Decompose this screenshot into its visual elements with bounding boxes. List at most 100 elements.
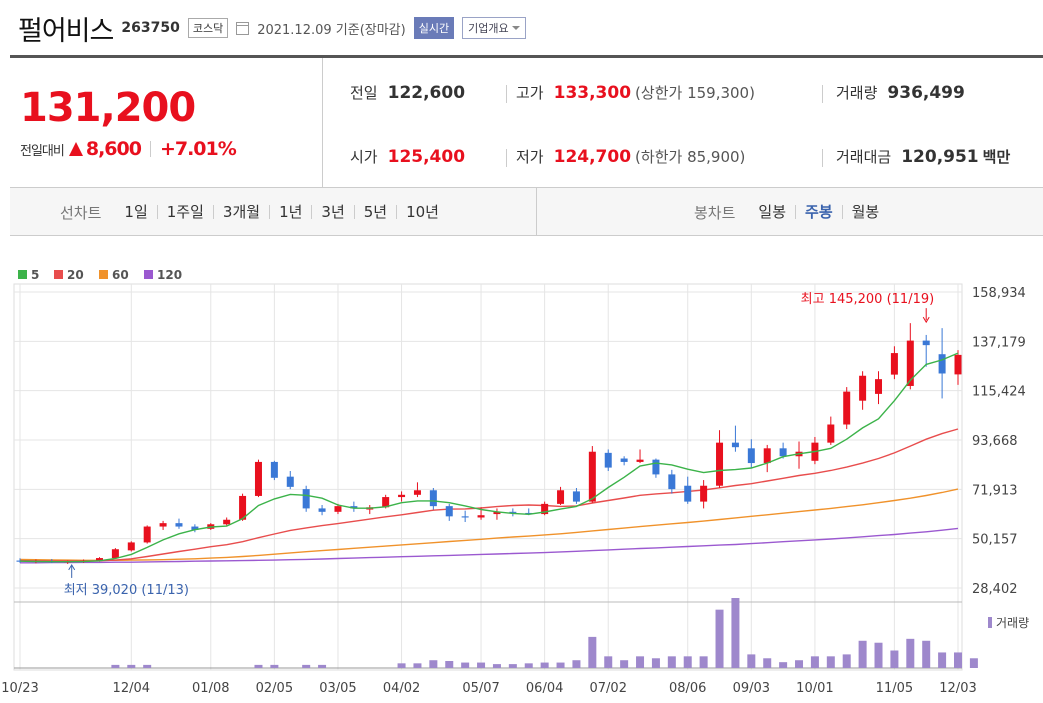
period-10y[interactable]: 10년 [396,205,448,220]
volume-bar [874,642,883,668]
period-3y[interactable]: 3년 [311,205,353,220]
candle-body [588,451,596,502]
y-tick-label: 28,402 [972,582,1018,597]
candle-body [413,490,421,495]
volume-bar [651,658,660,668]
period-3m[interactable]: 3개월 [212,205,269,220]
line-chart-label: 선차트 [60,203,102,222]
candle-body [906,340,914,386]
y-tick-label: 50,157 [972,533,1018,548]
change-label: 전일대비 [20,143,65,159]
candle-body [16,560,24,562]
x-tick-label: 10/23 [1,681,38,696]
stat-open: 시가 125,400 [350,146,465,167]
candle-body [95,558,103,561]
volume-bar [763,658,772,668]
x-tick-label: 05/07 [462,681,499,696]
x-tick-label: 09/03 [733,681,770,696]
volume-bar [826,656,835,668]
candle-body [477,515,485,518]
period-1w[interactable]: 1주일 [156,205,213,220]
candle-body [890,353,898,375]
high-label: 고가 [516,84,544,102]
x-tick-label: 11/05 [876,681,913,696]
candle-body [318,508,326,512]
volume-bar [524,663,533,668]
period-1y[interactable]: 1년 [269,205,311,220]
candle-body [254,461,262,496]
volume-bar [572,660,581,668]
candle-body [191,526,199,530]
candle-body [334,506,342,512]
volume-bar [922,640,931,668]
high-value: 133,300 [553,83,632,103]
y-tick-label: 137,179 [972,335,1026,350]
volume-bar [667,656,676,668]
x-tick-label: 08/06 [669,681,706,696]
quote-panel: 131,200 전일대비 8,600 +7.01% 전일 122,600 고가 … [10,58,1043,188]
change-separator [149,141,151,157]
realtime-button[interactable]: 실시간 [413,17,455,39]
legend-swatch [99,270,108,279]
volume-bar [254,664,263,668]
stat-divider [822,85,823,103]
change-row: 전일대비 8,600 +7.01% [20,138,237,160]
candle-body [159,523,167,527]
y-tick-label: 115,424 [972,385,1026,400]
prev-close-value: 122,600 [387,83,466,103]
candle-body [859,375,867,401]
legend-label: 5 [31,268,39,282]
candle-chart-group: 봉차트 일봉 주봉 월봉 [694,188,888,236]
volume-bar [111,664,120,668]
volume-bar [747,654,756,668]
volume-bar [461,662,470,668]
candle-daily[interactable]: 일봉 [758,203,787,221]
company-overview-label: 기업개요 [468,22,509,35]
volume-bar [969,658,978,668]
stat-prev-close: 전일 122,600 [350,82,465,103]
low-label: 저가 [516,148,544,166]
volume-bar [143,664,152,668]
max-arrow-head [922,316,930,324]
volume-bar [954,652,962,668]
volume-bar [270,664,279,668]
current-price: 131,200 [20,85,196,131]
candle-body [875,379,883,394]
legend-label: 120 [157,268,182,282]
candle-body [843,391,851,425]
volume-bar [620,660,629,668]
up-triangle-icon [68,142,83,156]
volume-bar [508,664,517,668]
candle-body [572,491,580,502]
volume-value: 936,499 [887,83,965,103]
stat-divider [506,149,507,167]
turnover-unit: 백만 [982,148,1011,166]
lower-limit: (하한가 85,900) [635,148,746,166]
legend-swatch [54,270,63,279]
x-tick-label: 12/04 [113,681,150,696]
candle-body [398,494,406,498]
open-label: 시가 [350,148,378,166]
volume-bar [588,636,597,668]
prev-close-label: 전일 [350,84,378,102]
candle-body [382,497,390,508]
ma20-line [19,428,959,562]
candle-weekly[interactable]: 주봉 [795,205,842,220]
volume-bar [906,638,915,668]
change-percent: +7.01% [159,138,237,160]
period-1d[interactable]: 1일 [124,203,148,221]
period-5y[interactable]: 5년 [353,205,396,220]
candle-body [668,474,676,490]
candle-body [938,354,946,374]
open-value: 125,400 [387,147,466,167]
volume-bar [858,640,867,668]
company-overview-dropdown[interactable]: 기업개요 [462,17,526,39]
candle-body [239,495,247,520]
volume-bar [302,664,311,668]
volume-bar [795,660,804,668]
candle-body [525,512,533,515]
stat-turnover: 거래대금 120,951 백만 [836,146,1010,167]
header-divider [10,55,1043,58]
candle-monthly[interactable]: 월봉 [841,205,889,220]
candle-body [509,511,517,513]
